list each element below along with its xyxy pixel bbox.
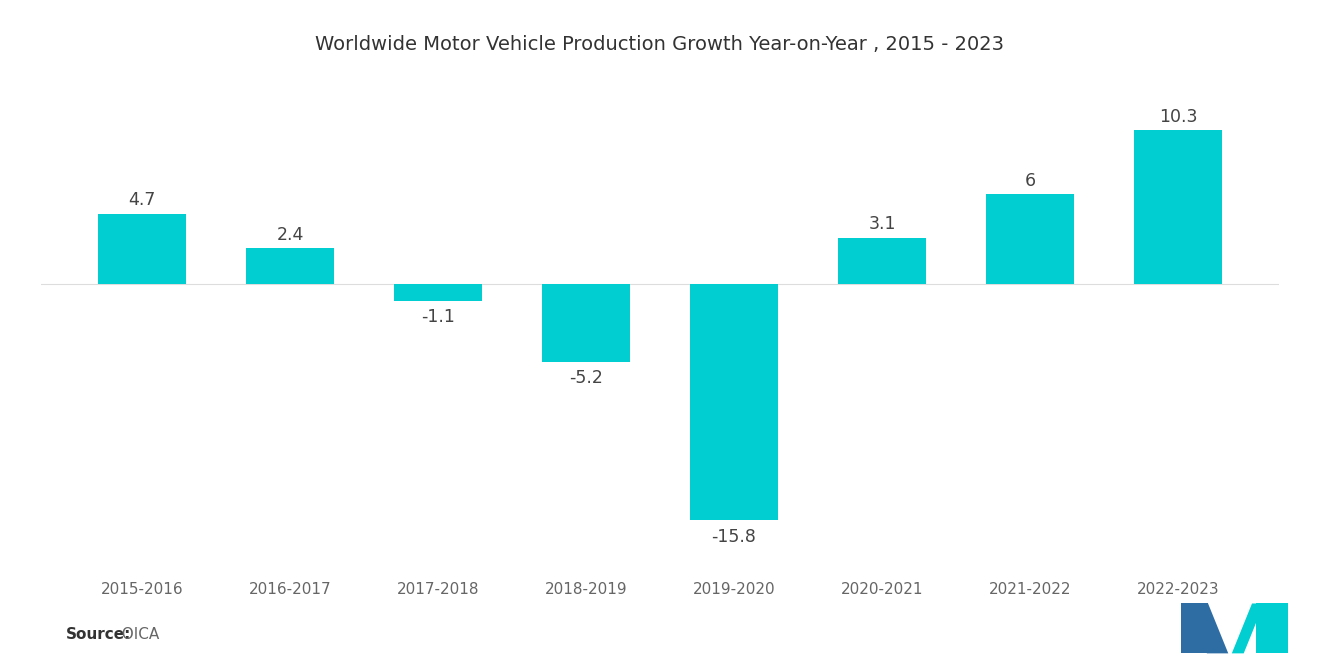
Text: 3.1: 3.1 bbox=[869, 215, 896, 233]
Bar bbox=[1134, 130, 1222, 284]
Text: 6: 6 bbox=[1024, 172, 1035, 190]
Text: Source:: Source: bbox=[66, 626, 132, 642]
Bar bbox=[838, 238, 927, 284]
Bar bbox=[541, 284, 631, 362]
Polygon shape bbox=[1232, 604, 1263, 653]
Bar bbox=[393, 284, 482, 301]
Text: -1.1: -1.1 bbox=[421, 308, 455, 326]
Text: -5.2: -5.2 bbox=[569, 369, 603, 387]
Text: 2.4: 2.4 bbox=[276, 225, 304, 244]
Text: 10.3: 10.3 bbox=[1159, 108, 1197, 126]
Bar bbox=[986, 194, 1074, 284]
Text: OICA: OICA bbox=[112, 626, 160, 642]
Polygon shape bbox=[1180, 604, 1208, 653]
Text: -15.8: -15.8 bbox=[711, 527, 756, 545]
Polygon shape bbox=[1255, 604, 1287, 653]
Title: Worldwide Motor Vehicle Production Growth Year-on-Year , 2015 - 2023: Worldwide Motor Vehicle Production Growt… bbox=[315, 35, 1005, 54]
Bar bbox=[98, 214, 186, 284]
Polygon shape bbox=[1187, 604, 1228, 653]
Bar bbox=[689, 284, 779, 520]
Bar bbox=[246, 248, 334, 284]
Text: 4.7: 4.7 bbox=[128, 192, 156, 209]
